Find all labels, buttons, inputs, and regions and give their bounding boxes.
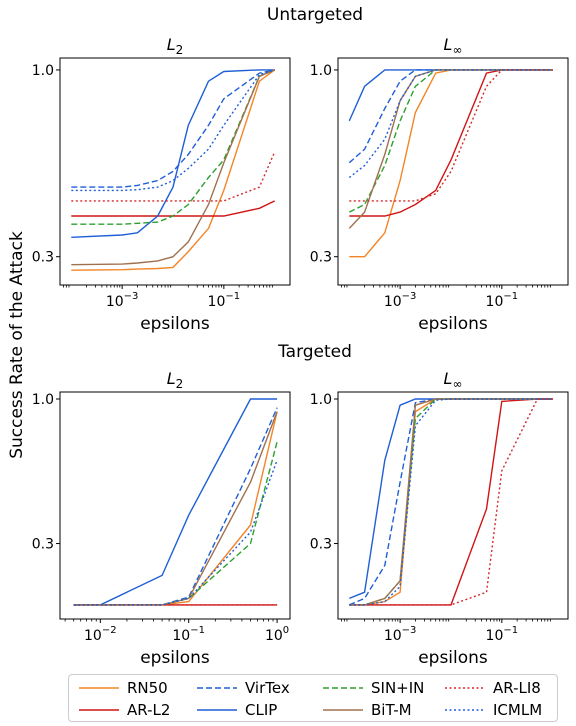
x-tick-label: 10−1 bbox=[486, 625, 519, 644]
legend-item-icmlm: ICMLM bbox=[445, 700, 542, 720]
panel-3: L2 1.0 0.3 10−2 10−1 100 epsilons bbox=[32, 369, 291, 668]
legend-item-ar-li8: AR-LI8 bbox=[445, 678, 541, 698]
series-line-rn50 bbox=[73, 411, 278, 606]
legend-item-sin-in: SIN+IN bbox=[323, 678, 424, 698]
y-tick-label: 1.0 bbox=[310, 63, 332, 79]
series-line-sin-in bbox=[73, 441, 278, 606]
x-axis-label: epsilons bbox=[140, 314, 210, 334]
x-axis-label: epsilons bbox=[140, 648, 210, 668]
legend-swatch-bit-m bbox=[323, 709, 363, 711]
legend-swatch-icmlm bbox=[445, 709, 485, 711]
x-axis-label: epsilons bbox=[418, 314, 488, 334]
y-tick-label: 0.3 bbox=[32, 537, 54, 553]
legend-item-bit-m: BiT-M bbox=[323, 700, 412, 720]
x-axis-label: epsilons bbox=[418, 648, 488, 668]
plot-frame bbox=[337, 57, 569, 286]
legend-item-clip: CLIP bbox=[197, 700, 277, 720]
series-line-icmlm bbox=[349, 398, 553, 606]
x-tick-label: 10−1 bbox=[486, 291, 519, 310]
legend-label-ar-l2: AR-L2 bbox=[127, 701, 171, 719]
series-line-ar-li8 bbox=[349, 69, 553, 202]
series-line-bit-m bbox=[71, 69, 275, 266]
legend-label-sin-in: SIN+IN bbox=[371, 679, 425, 697]
panel-title: L∞ bbox=[444, 35, 463, 57]
legend: RN50 VirTex SIN+IN AR-LI8 AR-L2 CLIP BiT… bbox=[68, 674, 558, 722]
series-line-virtex bbox=[73, 407, 278, 606]
series-line-bit-m bbox=[73, 411, 278, 606]
x-tick-label: 10−3 bbox=[384, 625, 417, 644]
y-tick-label: 0.3 bbox=[310, 537, 332, 553]
legend-item-virtex: VirTex bbox=[197, 678, 290, 698]
legend-label-clip: CLIP bbox=[245, 701, 278, 719]
legend-item-rn50: RN50 bbox=[79, 678, 168, 698]
plot-frame bbox=[337, 391, 569, 620]
legend-swatch-virtex bbox=[197, 687, 237, 689]
series-line-clip bbox=[71, 69, 275, 238]
x-tick-label: 10−2 bbox=[84, 625, 117, 644]
series-line-sin-in bbox=[348, 69, 553, 213]
legend-swatch-ar-li8 bbox=[445, 687, 485, 689]
y-axis-label: Success Rate of the Attack bbox=[7, 231, 27, 459]
series-line-ar-li8 bbox=[349, 398, 553, 606]
x-tick-label: 10−3 bbox=[384, 291, 417, 310]
x-tick-label: 10−3 bbox=[106, 291, 139, 310]
y-tick-label: 0.3 bbox=[32, 250, 54, 266]
series-line-clip bbox=[349, 398, 553, 600]
group-title-targeted: Targeted bbox=[277, 342, 352, 362]
legend-swatch-ar-l2 bbox=[79, 709, 119, 711]
legend-label-rn50: RN50 bbox=[127, 679, 168, 697]
series-line-virtex bbox=[71, 69, 275, 188]
legend-label-icmlm: ICMLM bbox=[493, 701, 543, 719]
x-tick-label: 10−1 bbox=[172, 625, 205, 644]
panel-1: L2 1.0 0.3 10−3 10−1 epsilons bbox=[32, 35, 291, 334]
series-line-sin-in bbox=[71, 69, 275, 225]
series-line-icmlm bbox=[73, 460, 278, 606]
series-line-icmlm bbox=[348, 69, 553, 179]
series-line-icmlm bbox=[71, 69, 275, 192]
series-line-virtex bbox=[348, 69, 553, 164]
series-line-bit-m bbox=[348, 69, 553, 229]
series-line-rn50 bbox=[71, 69, 276, 271]
panel-4: L∞ 1.0 0.3 10−3 10−1 epsilons bbox=[310, 369, 569, 668]
legend-swatch-clip bbox=[197, 709, 237, 711]
legend-swatch-sin-in bbox=[323, 687, 363, 689]
y-tick-label: 0.3 bbox=[310, 250, 332, 266]
y-tick-label: 1.0 bbox=[32, 392, 54, 408]
panel-title: L2 bbox=[167, 35, 184, 57]
y-tick-label: 1.0 bbox=[310, 392, 332, 408]
legend-label-ar-li8: AR-LI8 bbox=[493, 679, 541, 697]
series-line-clip bbox=[348, 69, 553, 122]
legend-item-ar-l2: AR-L2 bbox=[79, 700, 170, 720]
series-line-ar-l2 bbox=[71, 200, 276, 217]
x-tick-label: 100 bbox=[265, 625, 289, 644]
legend-label-bit-m: BiT-M bbox=[371, 701, 412, 719]
series-line-ar-l2 bbox=[349, 69, 553, 217]
x-tick-label: 10−1 bbox=[208, 291, 241, 310]
series-line-clip bbox=[73, 398, 278, 606]
panel-title: L∞ bbox=[444, 369, 463, 391]
legend-swatch-rn50 bbox=[79, 687, 119, 689]
series-line-rn50 bbox=[349, 69, 553, 258]
y-tick-label: 1.0 bbox=[32, 63, 54, 79]
panel-title: L2 bbox=[167, 369, 184, 391]
legend-label-virtex: VirTex bbox=[245, 679, 290, 697]
plot-frame bbox=[59, 57, 291, 286]
series-line-ar-li8 bbox=[71, 151, 276, 202]
group-title-untargeted: Untargeted bbox=[267, 5, 363, 25]
panel-2: L∞ 1.0 0.3 10−3 10−1 epsilons bbox=[310, 35, 569, 334]
